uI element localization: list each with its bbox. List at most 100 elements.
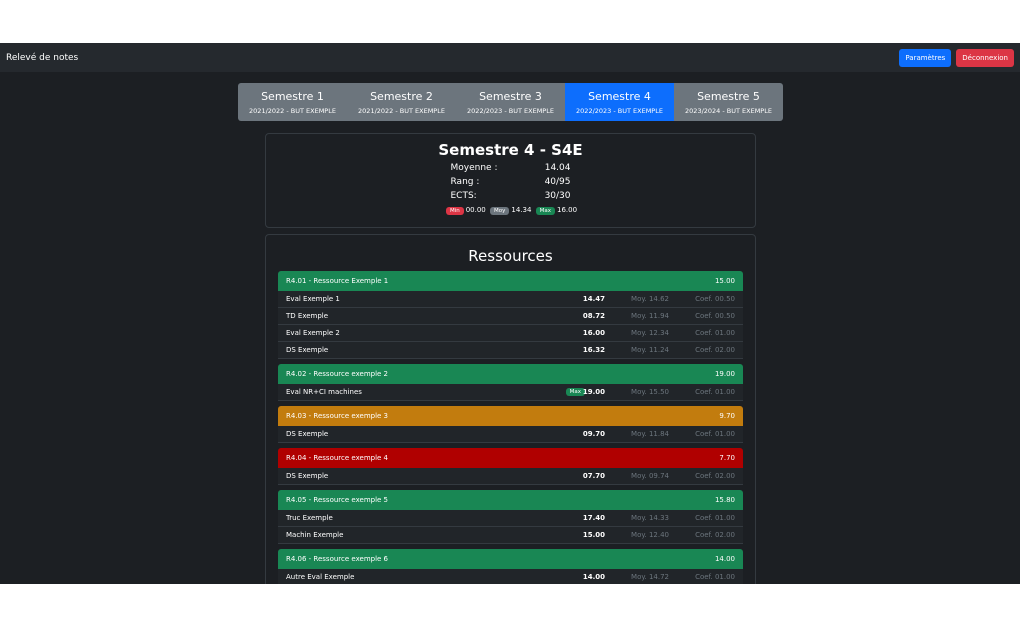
eval-name: Machin Exemple: [286, 531, 344, 539]
eval-coef: Coef. 01.00: [695, 388, 735, 396]
eval-average: Moy. 14.33: [631, 514, 669, 522]
tab-title: Semestre 1: [261, 90, 324, 103]
tab-subtitle: 2021/2022 - BUT EXEMPLE: [249, 107, 336, 115]
settings-button[interactable]: Paramètres: [899, 48, 952, 67]
resource-name: R4.02 - Ressource exemple 2: [286, 370, 389, 378]
tab-subtitle: 2023/2024 - BUT EXEMPLE: [685, 107, 772, 115]
resource-name: R4.03 - Ressource exemple 3: [286, 412, 389, 420]
eval-name: Eval NR+CI machines: [286, 388, 362, 396]
resource-header[interactable]: R4.04 - Ressource exemple 4 7.70: [278, 448, 743, 468]
eval-name: DS Exemple: [286, 430, 329, 438]
resource-grade: 14.00: [714, 555, 735, 563]
eval-coef: Coef. 01.00: [695, 514, 735, 522]
evaluation-row: Eval NR+CI machines Max 19.00 Moy. 15.50 Coe…: [278, 384, 743, 401]
eval-grade: 16.00: [582, 329, 605, 337]
eval-name: DS Exemple: [286, 472, 329, 480]
tab-title: Semestre 2: [370, 90, 433, 103]
eval-name: DS Exemple: [286, 346, 329, 354]
rang-value: 40/95: [544, 177, 571, 187]
tab-subtitle: 2021/2022 - BUT EXEMPLE: [358, 107, 445, 115]
resource-grade: 15.00: [714, 277, 735, 285]
eval-coef: Coef. 00.50: [695, 295, 735, 303]
moy-badge: Moy: [489, 207, 510, 215]
eval-grade: 19.00: [582, 388, 605, 396]
eval-grade: 09.70: [582, 430, 605, 438]
resource-name: R4.01 - Ressource Exemple 1: [286, 277, 389, 285]
eval-average: Moy. 15.50: [631, 388, 669, 396]
tab-subtitle: 2022/2023 - BUT EXEMPLE: [467, 107, 554, 115]
app-title: Relevé de notes: [6, 52, 79, 63]
resource-grade: 9.70: [719, 412, 735, 420]
eval-grade: 17.40: [582, 514, 605, 522]
eval-name: TD Exemple: [286, 312, 329, 320]
resource-header[interactable]: R4.06 - Ressource exemple 6 14.00: [278, 549, 743, 569]
ects-value: 30/30: [544, 191, 571, 201]
eval-coef: Coef. 01.00: [695, 430, 735, 438]
max-badge: Max: [535, 207, 556, 215]
semester-tabs: Semestre 1 2021/2022 - BUT EXEMPLE Semestr…: [238, 83, 783, 121]
resources-card: Ressources R4.01 - Ressource Exemple 1 15…: [265, 234, 756, 584]
moy-value: 14.34: [511, 206, 532, 214]
tab-title: Semestre 5: [697, 90, 760, 103]
min-value: 00.00: [465, 206, 486, 214]
tab-semestre-2[interactable]: Semestre 2 2021/2022 - BUT EXEMPLE: [347, 83, 456, 121]
eval-grade: 07.70: [582, 472, 605, 480]
eval-grade: 15.00: [582, 531, 605, 539]
eval-average: Moy. 14.72: [631, 573, 669, 581]
eval-grade: 08.72: [582, 312, 605, 320]
eval-average: Moy. 14.62: [631, 295, 669, 303]
resource-list: R4.01 - Ressource Exemple 1 15.00 Eval Exe…: [278, 271, 743, 584]
resource-name: R4.05 - Ressource exemple 5: [286, 496, 389, 504]
resource-header[interactable]: R4.02 - Ressource exemple 2 19.00: [278, 364, 743, 384]
navbar: Relevé de notes Paramètres Déconnexion: [0, 43, 1020, 72]
eval-coef: Coef. 02.00: [695, 472, 735, 480]
moyenne-label: Moyenne :: [450, 163, 498, 173]
min-badge: Min: [445, 207, 464, 215]
semester-title: Semestre 4 - S4E: [438, 141, 583, 159]
resource-grade: 7.70: [719, 454, 735, 462]
eval-average: Moy. 11.24: [631, 346, 669, 354]
tab-semestre-3[interactable]: Semestre 3 2022/2023 - BUT EXEMPLE: [456, 83, 565, 121]
eval-average: Moy. 12.40: [631, 531, 669, 539]
evaluation-row: Eval Exemple 1 14.47 Moy. 14.62 Coef. 00.50: [278, 291, 743, 308]
app: Relevé de notes Paramètres Déconnexion S…: [0, 43, 1020, 584]
eval-grade: 14.00: [582, 573, 605, 581]
evaluation-row: DS Exemple 07.70 Moy. 09.74 Coef. 02.00: [278, 468, 743, 485]
logout-button[interactable]: Déconnexion: [956, 48, 1014, 67]
eval-name: Truc Exemple: [286, 514, 333, 522]
eval-coef: Coef. 01.00: [695, 573, 735, 581]
ects-label: ECTS:: [450, 191, 477, 201]
eval-name: Autre Eval Exemple: [286, 573, 355, 581]
resource-header[interactable]: R4.01 - Ressource Exemple 1 15.00: [278, 271, 743, 291]
eval-average: Moy. 11.84: [631, 430, 669, 438]
evaluation-row: Eval Exemple 2 16.00 Moy. 12.34 Coef. 01.00: [278, 325, 743, 342]
tab-semestre-5[interactable]: Semestre 5 2023/2024 - BUT EXEMPLE: [674, 83, 783, 121]
eval-coef: Coef. 01.00: [695, 329, 735, 337]
eval-coef: Coef. 00.50: [695, 312, 735, 320]
eval-average: Moy. 09.74: [631, 472, 669, 480]
eval-name: Eval Exemple 1: [286, 295, 340, 303]
resource-grade: 15.80: [714, 496, 735, 504]
eval-average: Moy. 12.34: [631, 329, 669, 337]
moyenne-value: 14.04: [544, 163, 571, 173]
resource-name: R4.06 - Ressource exemple 6: [286, 555, 389, 563]
tab-title: Semestre 4: [588, 90, 651, 103]
eval-name: Eval Exemple 2: [286, 329, 340, 337]
max-badge: Max: [565, 388, 585, 396]
evaluation-row: Truc Exemple 17.40 Moy. 14.33 Coef. 01.00: [278, 510, 743, 527]
rang-label: Rang :: [450, 177, 480, 187]
tab-semestre-4[interactable]: Semestre 4 2022/2023 - BUT EXEMPLE: [565, 83, 674, 121]
eval-grade: 16.32: [582, 346, 605, 354]
evaluation-row: Autre Eval Exemple 14.00 Moy. 14.72 Coef. 0…: [278, 569, 743, 584]
resource-name: R4.04 - Ressource exemple 4: [286, 454, 389, 462]
eval-grade: 14.47: [582, 295, 605, 303]
resource-header[interactable]: R4.05 - Ressource exemple 5 15.80: [278, 490, 743, 510]
resources-title: Ressources: [468, 247, 553, 265]
eval-coef: Coef. 02.00: [695, 531, 735, 539]
evaluation-row: Machin Exemple 15.00 Moy. 12.40 Coef. 02.00: [278, 527, 743, 544]
eval-coef: Coef. 02.00: [695, 346, 735, 354]
evaluation-row: TD Exemple 08.72 Moy. 11.94 Coef. 00.50: [278, 308, 743, 325]
resource-header[interactable]: R4.03 - Ressource exemple 3 9.70: [278, 406, 743, 426]
tab-semestre-1[interactable]: Semestre 1 2021/2022 - BUT EXEMPLE: [238, 83, 347, 121]
eval-average: Moy. 11.94: [631, 312, 669, 320]
